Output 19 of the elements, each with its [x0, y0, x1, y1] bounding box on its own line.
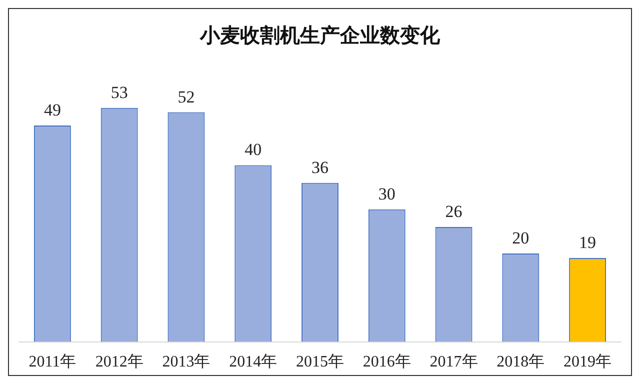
data-label: 30: [378, 184, 396, 204]
chart-title: 小麦收割机生产企业数变化: [199, 23, 441, 48]
data-label: 53: [110, 82, 128, 102]
data-label: 26: [445, 202, 462, 222]
x-tick-label: 2015年: [296, 354, 344, 371]
data-label: 52: [178, 87, 195, 106]
x-tick-label: 2018年: [496, 354, 545, 371]
data-label: 19: [579, 232, 596, 252]
x-tick-label: 2013年: [162, 354, 210, 371]
x-tick-label: 2017年: [430, 354, 478, 371]
data-label: 20: [512, 228, 530, 248]
x-tick-label: 2014年: [229, 354, 278, 371]
data-label: 40: [244, 140, 262, 160]
data-label: 36: [312, 158, 328, 177]
x-tick-label: 2016年: [362, 354, 411, 371]
data-label: 49: [44, 100, 61, 120]
x-tick-label: 2011年: [28, 354, 76, 371]
x-tick-label: 2019年: [564, 354, 612, 371]
x-tick-label: 2012年: [95, 354, 144, 371]
